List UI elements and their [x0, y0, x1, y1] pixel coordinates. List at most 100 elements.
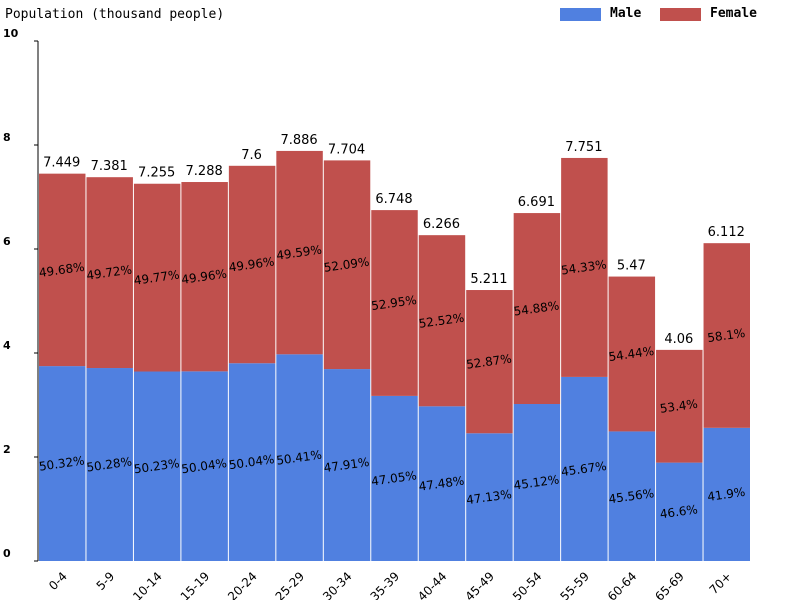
- y-tick-label: 8: [3, 131, 11, 144]
- bar-segment: [418, 406, 466, 561]
- bar-segment: [39, 173, 86, 367]
- x-tick-label: 65-69: [652, 569, 687, 600]
- legend-swatch: [660, 8, 701, 21]
- x-tick-label: 30-34: [320, 569, 355, 600]
- total-label: 5.47: [617, 259, 646, 274]
- share-label: 54.88%: [513, 298, 560, 318]
- bar-segment: [656, 462, 703, 561]
- total-label: 6.266: [423, 217, 460, 232]
- bar-segment: [561, 157, 608, 377]
- x-tick-label: 35-39: [368, 569, 403, 600]
- bar-segment: [276, 354, 323, 561]
- x-tick-label: 5-9: [94, 569, 118, 593]
- share-label: 54.33%: [560, 257, 607, 277]
- share-label: 50.41%: [275, 448, 322, 468]
- share-label: 45.12%: [513, 472, 560, 492]
- bar-segment: [86, 368, 133, 561]
- bar-segment: [561, 376, 608, 561]
- bar-segment: [323, 369, 371, 561]
- bar-segment: [608, 276, 656, 432]
- share-label: 49.77%: [133, 268, 180, 288]
- share-label: 52.09%: [323, 255, 370, 275]
- y-tick-label: 4: [3, 339, 11, 352]
- total-label: 6.112: [708, 225, 745, 240]
- bar-segment: [513, 213, 561, 405]
- y-tick-label: 10: [3, 27, 19, 40]
- share-label: 47.48%: [418, 474, 465, 494]
- share-label: 49.72%: [86, 262, 133, 282]
- share-label: 47.13%: [465, 487, 512, 507]
- total-label: 7.704: [328, 142, 365, 157]
- bar-segment: [133, 183, 181, 372]
- share-label: 47.91%: [323, 455, 370, 475]
- share-label: 49.96%: [228, 254, 275, 274]
- total-label: 7.751: [565, 140, 602, 155]
- x-tick-label: 45-49: [462, 569, 497, 600]
- bar-segment: [228, 165, 276, 364]
- bar-segment: [656, 349, 703, 463]
- x-tick-label: 40-44: [415, 569, 450, 600]
- x-tick-label: 15-19: [178, 569, 213, 600]
- bar-segment: [181, 371, 228, 561]
- y-tick-label: 2: [3, 443, 11, 456]
- share-label: 49.59%: [275, 242, 322, 262]
- total-label: 5.211: [470, 272, 507, 287]
- total-label: 6.691: [518, 195, 555, 210]
- share-label: 58.1%: [706, 326, 746, 345]
- share-label: 41.9%: [706, 485, 746, 504]
- share-label: 52.87%: [465, 352, 512, 372]
- bar-segment: [181, 182, 228, 372]
- bar-segment: [418, 235, 466, 407]
- bar-segment: [39, 366, 86, 561]
- bar-segment: [703, 427, 750, 561]
- y-tick-label: 0: [3, 547, 11, 560]
- share-label: 54.44%: [608, 344, 655, 364]
- share-label: 45.67%: [560, 459, 607, 479]
- legend-label: Male: [610, 6, 641, 21]
- total-label: 7.6: [241, 148, 262, 163]
- share-label: 52.52%: [418, 311, 465, 331]
- share-label: 50.23%: [133, 456, 180, 476]
- bar-segment: [371, 210, 418, 396]
- bar-segment: [323, 160, 371, 370]
- share-label: 49.96%: [180, 267, 227, 287]
- bar-segment: [513, 404, 561, 561]
- x-tick-label: 20-24: [225, 569, 260, 600]
- x-tick-label: 25-29: [273, 569, 308, 600]
- share-label: 53.4%: [659, 397, 699, 416]
- bar-segment: [371, 395, 418, 561]
- x-tick-label: 60-64: [605, 569, 640, 600]
- share-label: 45.56%: [608, 486, 655, 506]
- x-tick-label: 70+: [707, 569, 735, 597]
- total-label: 7.886: [280, 133, 317, 148]
- legend-swatch: [560, 8, 601, 21]
- share-label: 49.68%: [38, 260, 85, 280]
- bar-segment: [608, 431, 656, 561]
- chart-title: Population (thousand people): [5, 7, 224, 22]
- share-label: 46.6%: [659, 502, 699, 521]
- share-label: 47.05%: [370, 468, 417, 488]
- share-label: 50.04%: [228, 452, 275, 472]
- total-label: 7.255: [138, 166, 175, 181]
- bar-segment: [228, 363, 276, 561]
- share-label: 52.95%: [370, 293, 417, 313]
- bar-segment: [133, 371, 181, 561]
- bar-segment: [466, 290, 513, 434]
- x-tick-label: 10-14: [130, 569, 165, 600]
- total-label: 6.748: [375, 192, 412, 207]
- x-tick-label: 0-4: [46, 569, 70, 593]
- share-label: 50.28%: [86, 454, 133, 474]
- total-label: 4.06: [664, 332, 693, 347]
- share-label: 50.04%: [180, 456, 227, 476]
- bar-segment: [703, 243, 750, 428]
- x-tick-label: 55-59: [557, 569, 592, 600]
- x-tick-label: 50-54: [510, 569, 545, 600]
- total-label: 7.449: [43, 156, 80, 171]
- y-tick-label: 6: [3, 235, 11, 248]
- total-label: 7.288: [186, 164, 223, 179]
- bar-segment: [86, 177, 133, 369]
- legend-label: Female: [710, 6, 757, 21]
- bar-segment: [466, 433, 513, 561]
- total-label: 7.381: [91, 159, 128, 174]
